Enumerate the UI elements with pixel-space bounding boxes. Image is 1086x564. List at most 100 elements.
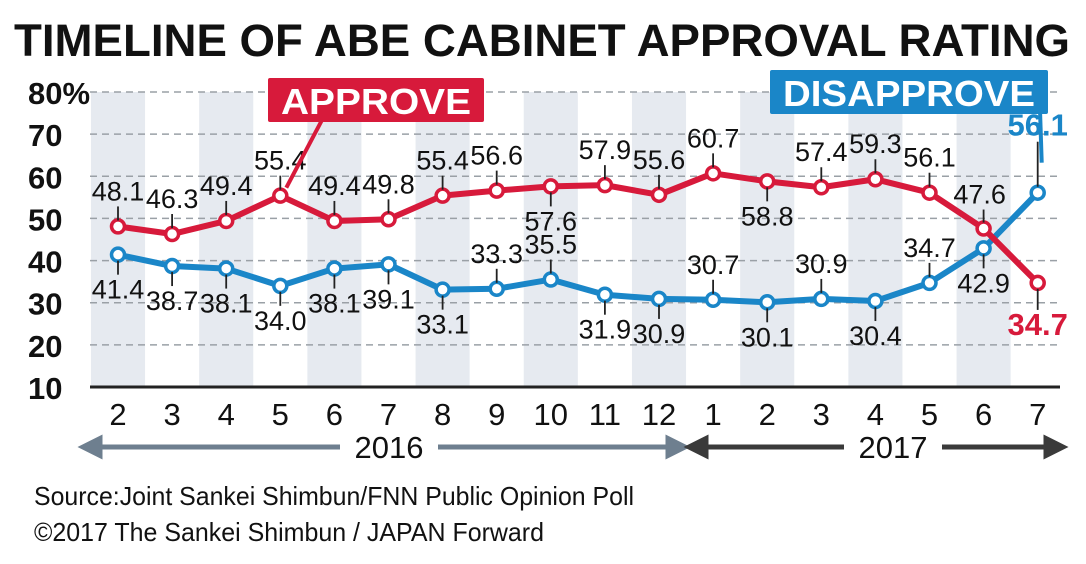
x-tick-label: 4 <box>218 397 235 432</box>
data-point-approve <box>758 173 776 190</box>
data-label-disapprove: 30.9 <box>633 319 686 349</box>
data-label-approve: 56.1 <box>903 143 956 173</box>
column-band <box>199 92 254 387</box>
data-point-disapprove <box>109 246 127 263</box>
x-tick-label: 7 <box>1029 397 1046 432</box>
y-tick-label: 50 <box>28 202 62 237</box>
year-label-2017: 2017 <box>859 430 928 465</box>
x-tick-label: 4 <box>867 397 884 432</box>
x-tick-label: 3 <box>163 397 180 432</box>
data-label-approve: 60.7 <box>687 123 740 153</box>
y-axis-ticks: 80% 70 60 50 40 30 20 10 <box>28 76 90 406</box>
legend-disapprove-box <box>770 70 1048 114</box>
y-tick-label: 30 <box>28 287 62 322</box>
data-point-approve <box>975 220 992 237</box>
column-band <box>631 92 687 387</box>
data-point-disapprove <box>272 277 289 295</box>
legend: APPROVE DISAPPROVE <box>268 70 1048 189</box>
y-tick-label: 20 <box>28 329 62 364</box>
data-point-disapprove <box>326 260 343 277</box>
data-point-disapprove <box>867 292 884 310</box>
data-point-approve <box>163 225 181 243</box>
data-point-approve <box>326 212 343 230</box>
data-label-approve: 49.4 <box>200 171 253 201</box>
series-line-approve <box>117 170 1040 286</box>
data-point-disapprove <box>1029 184 1046 201</box>
legend-approve-label: APPROVE <box>281 81 471 122</box>
x-tick-label: 10 <box>534 397 568 432</box>
data-label-approve: 48.1 <box>92 176 145 206</box>
y-tick-label: 60 <box>28 160 62 195</box>
x-tick-label: 8 <box>434 397 451 432</box>
data-label-disapprove: 30.4 <box>849 321 902 351</box>
x-tick-label: 2 <box>109 397 126 432</box>
data-point-approve <box>650 186 668 204</box>
column-band <box>740 92 795 387</box>
data-point-disapprove <box>813 290 830 308</box>
data-label-approve: 47.6 <box>953 180 1006 210</box>
data-point-disapprove <box>921 274 938 292</box>
data-label-disapprove: 38.1 <box>308 289 361 319</box>
source-note: Source:Joint Sankei Shimbun/FNN Public O… <box>34 481 634 511</box>
chart-title: TIMELINE OF ABE CABINET APPROVAL RATING <box>14 15 1070 66</box>
x-tick-label: 1 <box>704 397 721 432</box>
x-tick-label: 6 <box>975 397 992 432</box>
column-band <box>307 92 362 387</box>
column-band <box>523 92 578 387</box>
column-shading <box>90 92 1011 387</box>
data-label-disapprove: 33.1 <box>416 310 469 340</box>
x-tick-label: 12 <box>642 397 676 432</box>
data-label-approve: 57.6 <box>525 206 578 236</box>
legend-approve-pointer <box>284 119 324 189</box>
x-axis-ticks: 2 3 4 5 6 7 8 9 10 11 12 1 2 3 4 5 6 7 <box>109 397 1046 432</box>
legend-disapprove-label: DISAPPROVE <box>783 73 1035 114</box>
data-label-disapprove: 35.5 <box>525 230 578 260</box>
data-point-disapprove <box>217 260 235 277</box>
data-point-disapprove <box>542 271 560 288</box>
data-label-disapprove: 41.4 <box>92 275 145 305</box>
x-tick-label: 2 <box>759 397 776 432</box>
x-tick-label: 3 <box>813 397 830 432</box>
column-band <box>956 92 1011 387</box>
y-tick-label: 40 <box>28 245 62 280</box>
data-label-approve: 57.4 <box>795 137 848 167</box>
data-label-approve: 49.8 <box>362 169 415 199</box>
data-point-disapprove <box>163 257 181 275</box>
data-label-disapprove: 33.3 <box>470 239 523 269</box>
data-point-approve <box>217 212 235 230</box>
data-point-disapprove <box>975 240 992 257</box>
data-point-approve <box>434 187 451 204</box>
data-point-approve <box>272 187 289 204</box>
data-point-disapprove <box>596 286 614 303</box>
year-label-2016: 2016 <box>355 430 424 465</box>
x-tick-label: 5 <box>921 397 938 432</box>
grid-lines <box>90 91 1060 389</box>
data-label-disapprove: 39.1 <box>362 284 415 314</box>
data-point-approve <box>1029 274 1046 292</box>
data-label-approve: 55.4 <box>416 146 469 176</box>
data-label-disapprove: 42.9 <box>957 268 1010 298</box>
data-label-approve: 55.4 <box>254 146 307 176</box>
data-point-approve <box>921 184 938 201</box>
column-band <box>848 92 903 387</box>
data-label-disapprove: 30.9 <box>795 249 848 279</box>
data-point-approve <box>813 178 830 196</box>
y-tick-label: 10 <box>28 371 62 406</box>
data-point-approve <box>596 176 614 194</box>
y-tick-label: 70 <box>28 118 62 153</box>
data-label-disapprove: 38.1 <box>200 289 253 319</box>
data-point-disapprove <box>380 256 397 273</box>
data-point-disapprove <box>434 281 451 298</box>
series-line-disapprove <box>117 190 1040 306</box>
data-label-approve: 59.3 <box>849 129 902 159</box>
column-band <box>90 92 146 387</box>
data-point-approve <box>488 182 505 199</box>
data-label-approve: 56.6 <box>470 141 523 171</box>
x-tick-label: 6 <box>326 397 343 432</box>
data-label-approve: 34.7 <box>1008 307 1068 342</box>
data-point-disapprove <box>650 290 668 308</box>
y-tick-label: 80% <box>28 76 90 111</box>
series-lines <box>109 165 1046 311</box>
data-point-disapprove <box>488 280 505 298</box>
data-label-disapprove: 38.7 <box>146 286 199 316</box>
